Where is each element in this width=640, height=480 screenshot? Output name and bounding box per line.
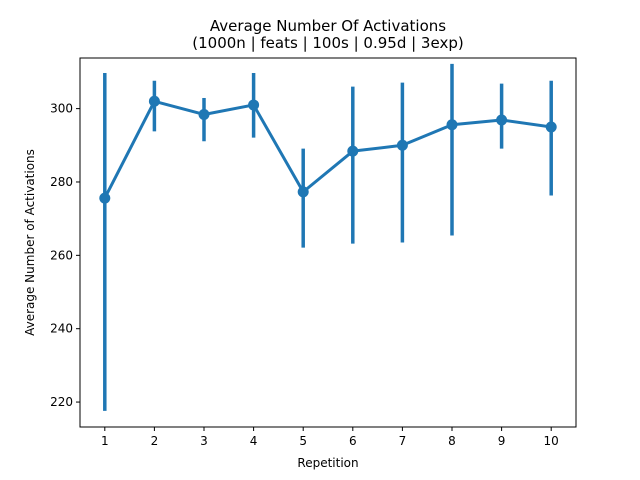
data-point xyxy=(248,99,260,111)
y-tick-label: 220 xyxy=(50,395,73,409)
data-point xyxy=(198,108,210,120)
x-tick-label: 9 xyxy=(498,434,506,448)
x-tick-label: 3 xyxy=(200,434,208,448)
chart-title: Average Number Of Activations xyxy=(210,17,446,35)
x-axis-label: Repetition xyxy=(297,456,358,470)
plot-frame xyxy=(79,57,577,428)
x-tick-label: 7 xyxy=(399,434,407,448)
y-axis-label: Average Number of Activations xyxy=(23,149,37,336)
data-point xyxy=(347,145,359,157)
x-tick-label: 5 xyxy=(299,434,307,448)
x-tick-label: 4 xyxy=(250,434,258,448)
data-point xyxy=(446,119,458,131)
data-point xyxy=(297,186,309,198)
y-tick-label: 260 xyxy=(50,248,73,262)
chart-subtitle: (1000n | feats | 100s | 0.95d | 3exp) xyxy=(192,34,463,52)
x-tick-label: 6 xyxy=(349,434,357,448)
y-tick-label: 280 xyxy=(50,175,73,189)
y-axis: 220 240 260 280 300 xyxy=(50,102,80,409)
data-points xyxy=(99,95,557,204)
series-line xyxy=(103,99,552,199)
x-axis: 1 2 3 4 5 6 7 8 9 10 xyxy=(101,427,559,448)
series-line-group xyxy=(103,99,552,199)
data-point xyxy=(545,121,557,133)
x-tick-label: 8 xyxy=(448,434,456,448)
plot-area: 220 240 260 280 300 1 2 3 4 5 6 7 8 9 10 xyxy=(50,57,577,448)
y-tick-label: 240 xyxy=(50,322,73,336)
data-point xyxy=(496,114,508,126)
y-tick-label: 300 xyxy=(50,102,73,116)
data-point xyxy=(148,95,160,107)
x-tick-label: 1 xyxy=(101,434,109,448)
data-point xyxy=(99,192,111,204)
x-tick-label: 10 xyxy=(544,434,559,448)
x-tick-label: 2 xyxy=(151,434,159,448)
data-point xyxy=(396,139,408,151)
